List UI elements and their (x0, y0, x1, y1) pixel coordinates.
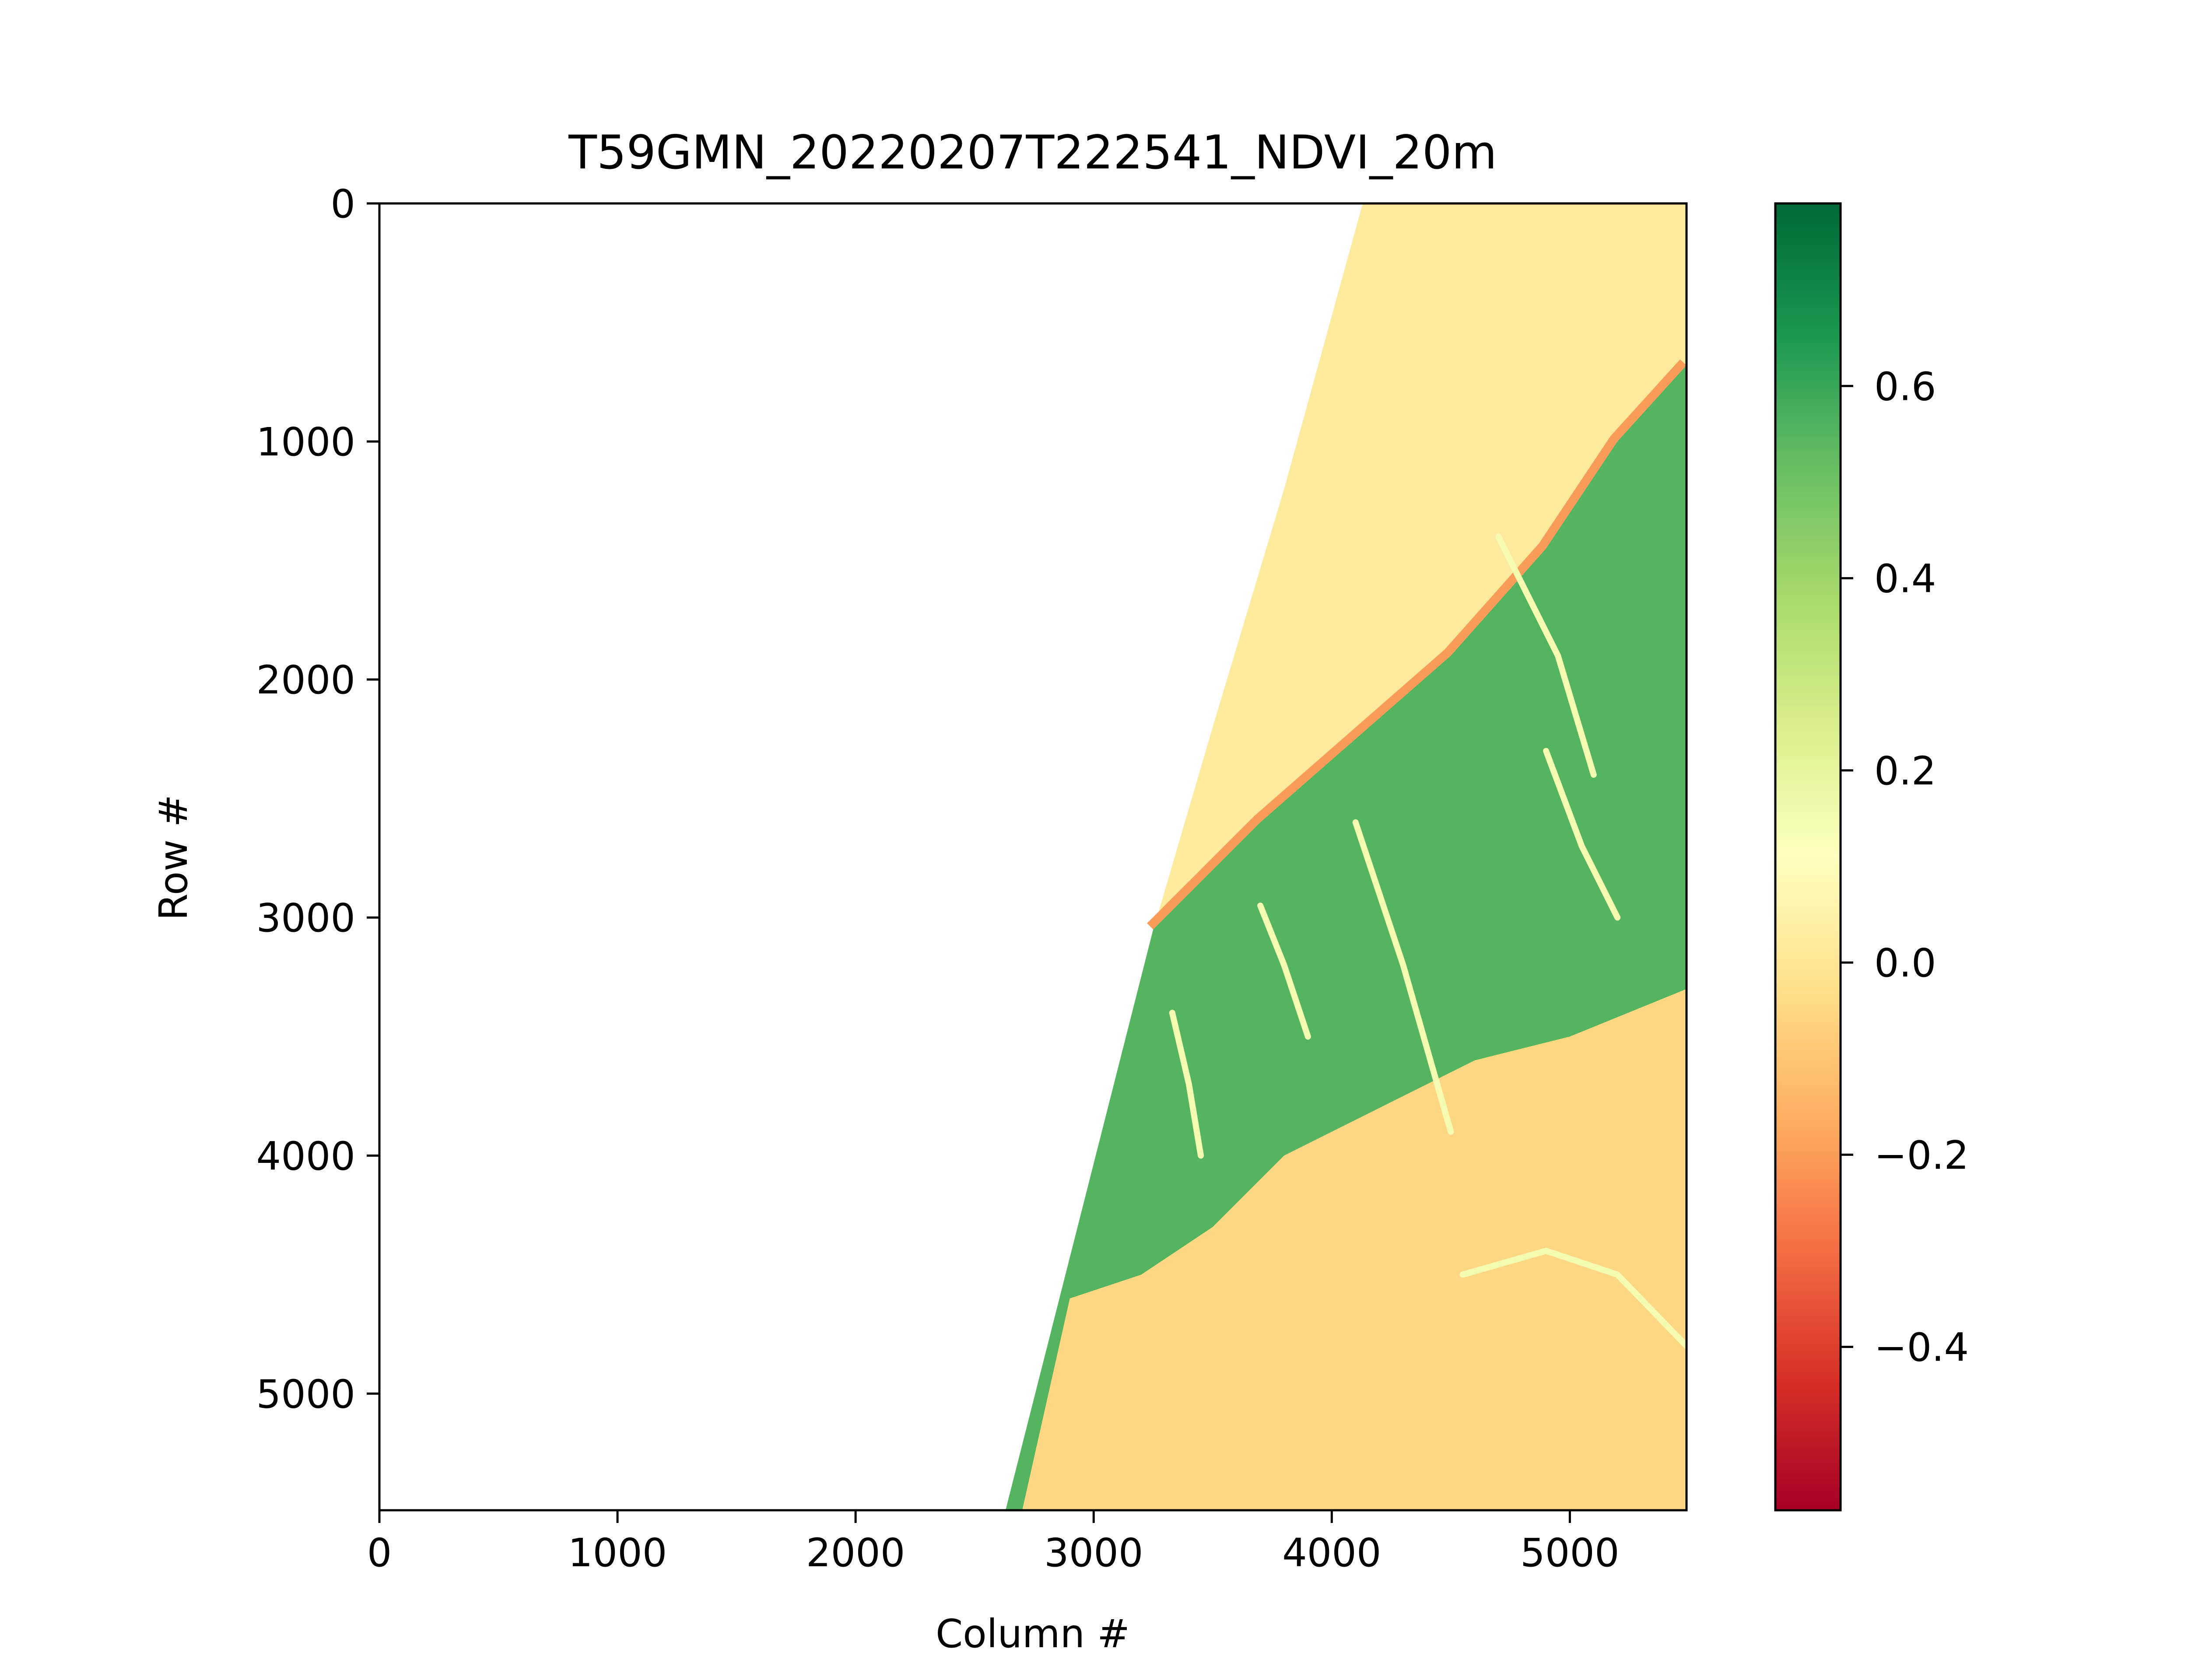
y-tick-label: 1000 (256, 419, 356, 465)
stream-line (1352, 819, 1454, 1135)
region-no-data (379, 203, 1363, 1510)
colorbar-tick-label: −0.2 (1874, 1132, 1969, 1178)
colorbar (1774, 202, 1842, 1512)
y-tick-label: 4000 (256, 1133, 356, 1179)
region-sea (1153, 203, 1687, 930)
colorbar-tick-label: −0.4 (1874, 1325, 1969, 1370)
plot-frame (378, 202, 1688, 1512)
colorbar-tick-label: 0.6 (1874, 364, 1936, 409)
region-sparse-vegetation (1022, 989, 1687, 1510)
colorbar-tick-label: 0.4 (1874, 556, 1936, 602)
stream-line (1257, 903, 1311, 1040)
y-axis: 0 1000 2000 3000 4000 5000 (256, 181, 379, 1417)
x-tick-label: 2000 (806, 1530, 905, 1575)
stream-line (1169, 1009, 1204, 1159)
colorbar-ticks: −0.4 −0.2 0.0 0.2 0.4 0.6 (1841, 364, 1969, 1370)
colorbar-tick-label: 0.2 (1874, 748, 1936, 794)
stream-line (1459, 1248, 1687, 1349)
colorbar-tick-label: 0.0 (1874, 940, 1936, 986)
x-axis: 0 1000 2000 3000 4000 5000 (367, 1510, 1620, 1575)
x-axis-label: Column # (936, 1611, 1130, 1656)
x-tick-label: 4000 (1282, 1530, 1382, 1575)
ndvi-raster (379, 203, 1687, 1510)
x-tick-label: 0 (367, 1530, 392, 1575)
y-tick-label: 2000 (256, 657, 356, 703)
x-tick-label: 3000 (1044, 1530, 1143, 1575)
y-axis-label: Row # (151, 794, 196, 920)
x-tick-label: 5000 (1520, 1530, 1620, 1575)
y-tick-label: 5000 (256, 1371, 356, 1417)
stream-line (1495, 533, 1597, 778)
stream-line (1543, 748, 1621, 921)
y-tick-label: 0 (330, 181, 355, 227)
x-tick-label: 1000 (568, 1530, 667, 1575)
chart-title: T59GMN_20220207T222541_NDVI_20m (568, 126, 1497, 179)
y-tick-label: 3000 (256, 895, 356, 941)
